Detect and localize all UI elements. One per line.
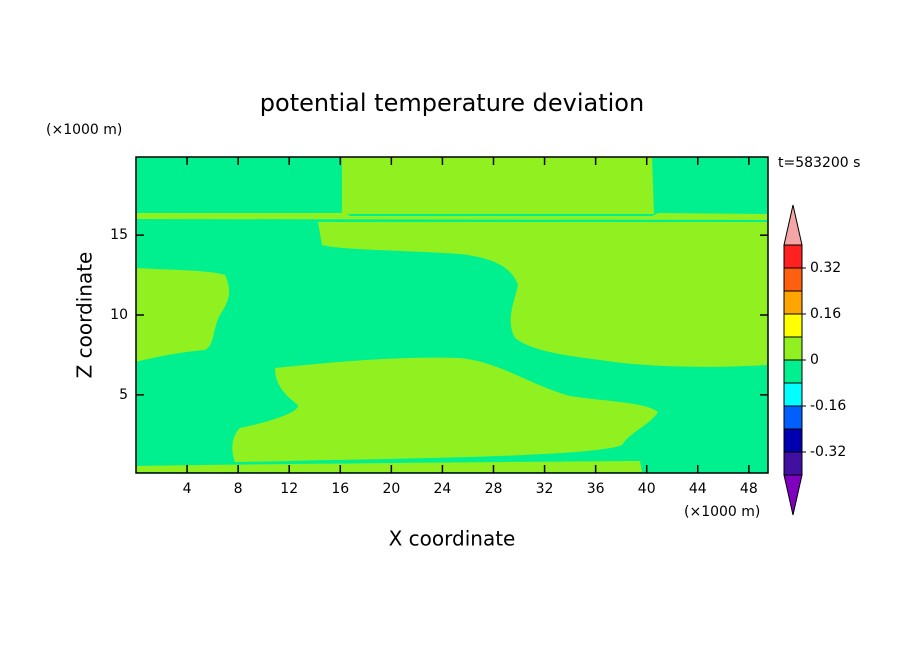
x-tick-label: 48 <box>740 481 758 497</box>
colorbar-bin <box>783 336 803 361</box>
x-tick-label: 4 <box>183 481 192 497</box>
time-annotation: t=583200 s <box>778 155 860 171</box>
colorbar-tick-label: 0.16 <box>810 306 841 322</box>
x-tick-label: 44 <box>689 481 707 497</box>
region-yellowgreen <box>232 357 658 462</box>
chart-title: potential temperature deviation <box>260 89 644 117</box>
x-tick-label: 16 <box>331 481 349 497</box>
x-tick-label: 8 <box>234 481 243 497</box>
y-unit: (×1000 m) <box>46 122 122 138</box>
colorbar-bin <box>783 451 803 476</box>
colorbar-bin <box>783 244 803 269</box>
colorbar-bin <box>783 428 803 453</box>
y-axis-label: Z coordinate <box>73 252 97 379</box>
colorbar-tick-label: -0.32 <box>810 444 846 460</box>
colorbar-tick-label: 0 <box>810 352 819 368</box>
region-yellowgreen <box>136 268 230 362</box>
x-tick-label: 40 <box>638 481 656 497</box>
x-unit: (×1000 m) <box>684 504 760 520</box>
y-tick-label: 5 <box>119 387 128 403</box>
colorbar-bin <box>783 290 803 315</box>
region-yellowgreen <box>342 157 654 214</box>
x-tick-label: 32 <box>536 481 554 497</box>
colorbar-bin <box>783 382 803 407</box>
region-yellowgreen <box>318 222 768 367</box>
y-tick-label: 10 <box>110 307 128 323</box>
colorbar-bin <box>783 267 803 292</box>
colorbar-bin <box>783 359 803 384</box>
colorbar-over <box>783 204 803 246</box>
colorbar-under <box>783 474 803 516</box>
contour-field <box>136 157 768 473</box>
colorbar-tick-label: -0.16 <box>810 398 846 414</box>
region-yellowgreen <box>136 461 642 472</box>
x-tick-label: 28 <box>485 481 503 497</box>
x-tick-label: 20 <box>382 481 400 497</box>
x-axis-label: X coordinate <box>389 527 516 551</box>
y-tick-label: 15 <box>110 227 128 243</box>
region-yellowgreen <box>136 213 768 220</box>
x-tick-label: 36 <box>587 481 605 497</box>
colorbar-bin <box>783 313 803 338</box>
x-tick-label: 12 <box>280 481 298 497</box>
colorbar-tick-label: 0.32 <box>810 260 841 276</box>
x-tick-label: 24 <box>434 481 452 497</box>
colorbar-bin <box>783 405 803 430</box>
